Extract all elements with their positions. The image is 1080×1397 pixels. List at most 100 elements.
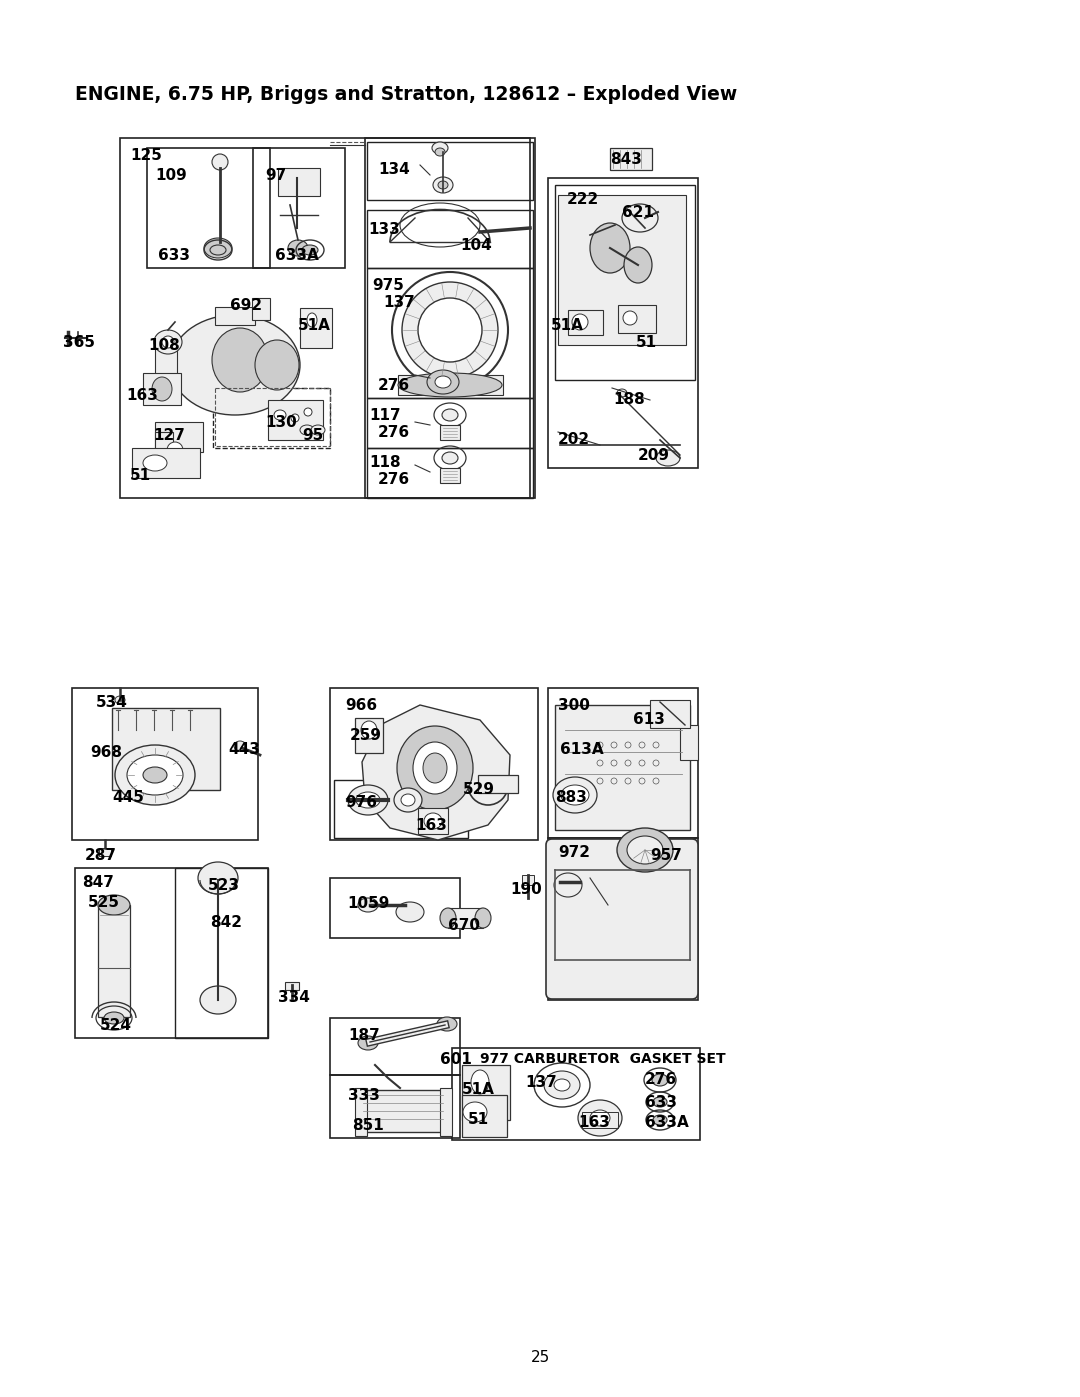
Text: 51: 51 bbox=[468, 1112, 489, 1127]
Bar bbox=[143, 373, 181, 405]
Ellipse shape bbox=[200, 986, 237, 1014]
Text: 137: 137 bbox=[383, 295, 415, 310]
Ellipse shape bbox=[397, 726, 473, 810]
Ellipse shape bbox=[274, 409, 286, 420]
Bar bbox=[268, 400, 323, 440]
Text: 134: 134 bbox=[378, 162, 409, 177]
Ellipse shape bbox=[255, 339, 299, 390]
Bar bbox=[440, 468, 460, 483]
Bar bbox=[367, 448, 534, 497]
Ellipse shape bbox=[212, 328, 268, 393]
Bar bbox=[253, 148, 345, 268]
Bar bbox=[147, 148, 270, 268]
Text: 883: 883 bbox=[555, 789, 586, 805]
Text: 188: 188 bbox=[613, 393, 645, 407]
Text: 108: 108 bbox=[148, 338, 179, 353]
Bar bbox=[462, 1095, 507, 1137]
Text: 443: 443 bbox=[228, 742, 260, 757]
Ellipse shape bbox=[427, 370, 459, 394]
Text: 51A: 51A bbox=[462, 1083, 495, 1097]
Ellipse shape bbox=[653, 1097, 667, 1106]
Ellipse shape bbox=[442, 409, 458, 420]
Text: 633: 633 bbox=[645, 1095, 677, 1111]
Ellipse shape bbox=[300, 425, 314, 434]
Ellipse shape bbox=[554, 873, 582, 897]
Ellipse shape bbox=[396, 902, 424, 922]
Bar bbox=[215, 388, 330, 446]
Text: 130: 130 bbox=[265, 415, 297, 430]
Ellipse shape bbox=[307, 313, 318, 327]
Bar bbox=[618, 305, 656, 332]
Text: 125: 125 bbox=[130, 148, 162, 163]
Text: 222: 222 bbox=[567, 191, 599, 207]
Text: 127: 127 bbox=[153, 427, 185, 443]
Ellipse shape bbox=[617, 388, 627, 397]
Bar bbox=[555, 705, 690, 830]
Ellipse shape bbox=[435, 148, 445, 156]
Bar bbox=[252, 298, 270, 320]
Text: 365: 365 bbox=[63, 335, 95, 351]
Text: 300: 300 bbox=[558, 698, 590, 712]
Text: 633A: 633A bbox=[645, 1115, 689, 1130]
Bar bbox=[478, 775, 518, 793]
Ellipse shape bbox=[212, 154, 228, 170]
Text: 524: 524 bbox=[100, 1018, 132, 1032]
Ellipse shape bbox=[656, 450, 680, 467]
Ellipse shape bbox=[402, 282, 498, 379]
Text: 276: 276 bbox=[645, 1071, 677, 1087]
Bar bbox=[365, 138, 535, 497]
Ellipse shape bbox=[291, 414, 299, 422]
Bar bbox=[610, 148, 652, 170]
Text: 209: 209 bbox=[638, 448, 670, 462]
Ellipse shape bbox=[302, 244, 318, 256]
Ellipse shape bbox=[561, 785, 589, 805]
Text: 137: 137 bbox=[525, 1076, 557, 1090]
Ellipse shape bbox=[357, 898, 378, 912]
Text: 163: 163 bbox=[578, 1115, 610, 1130]
Text: 847: 847 bbox=[82, 875, 113, 890]
Bar bbox=[440, 1088, 453, 1136]
Text: 1059: 1059 bbox=[347, 895, 390, 911]
Text: 287: 287 bbox=[85, 848, 117, 863]
Ellipse shape bbox=[204, 237, 232, 258]
Text: 190: 190 bbox=[510, 882, 542, 897]
Text: 842: 842 bbox=[210, 915, 242, 930]
Text: 104: 104 bbox=[460, 237, 491, 253]
Ellipse shape bbox=[152, 377, 172, 401]
Ellipse shape bbox=[356, 792, 380, 807]
Bar bbox=[334, 780, 468, 838]
Ellipse shape bbox=[623, 312, 637, 326]
Ellipse shape bbox=[234, 740, 246, 752]
Ellipse shape bbox=[438, 182, 448, 189]
Text: 25: 25 bbox=[530, 1350, 550, 1365]
Text: 957: 957 bbox=[650, 848, 681, 863]
Text: 525: 525 bbox=[87, 895, 120, 909]
Text: 118: 118 bbox=[369, 455, 401, 469]
Text: 613: 613 bbox=[633, 712, 665, 726]
Ellipse shape bbox=[432, 142, 448, 154]
Bar bbox=[548, 838, 698, 1000]
Ellipse shape bbox=[413, 742, 457, 793]
Ellipse shape bbox=[578, 1099, 622, 1136]
Ellipse shape bbox=[357, 1037, 378, 1051]
Bar bbox=[120, 138, 530, 497]
Text: 670: 670 bbox=[448, 918, 480, 933]
Bar bbox=[548, 687, 698, 838]
Text: 613A: 613A bbox=[561, 742, 604, 757]
Bar bbox=[300, 307, 332, 348]
Text: 117: 117 bbox=[369, 408, 401, 423]
Bar bbox=[285, 982, 299, 990]
Ellipse shape bbox=[544, 1071, 580, 1099]
Bar bbox=[582, 1112, 618, 1127]
Ellipse shape bbox=[361, 721, 377, 739]
Bar bbox=[448, 908, 483, 928]
Text: 334: 334 bbox=[278, 990, 310, 1004]
Bar bbox=[330, 1018, 460, 1076]
Bar bbox=[367, 210, 534, 268]
Ellipse shape bbox=[394, 788, 422, 812]
Ellipse shape bbox=[418, 298, 482, 362]
Text: 51A: 51A bbox=[551, 319, 584, 332]
Bar bbox=[330, 1076, 460, 1139]
Ellipse shape bbox=[463, 1102, 487, 1122]
Bar bbox=[418, 807, 448, 834]
